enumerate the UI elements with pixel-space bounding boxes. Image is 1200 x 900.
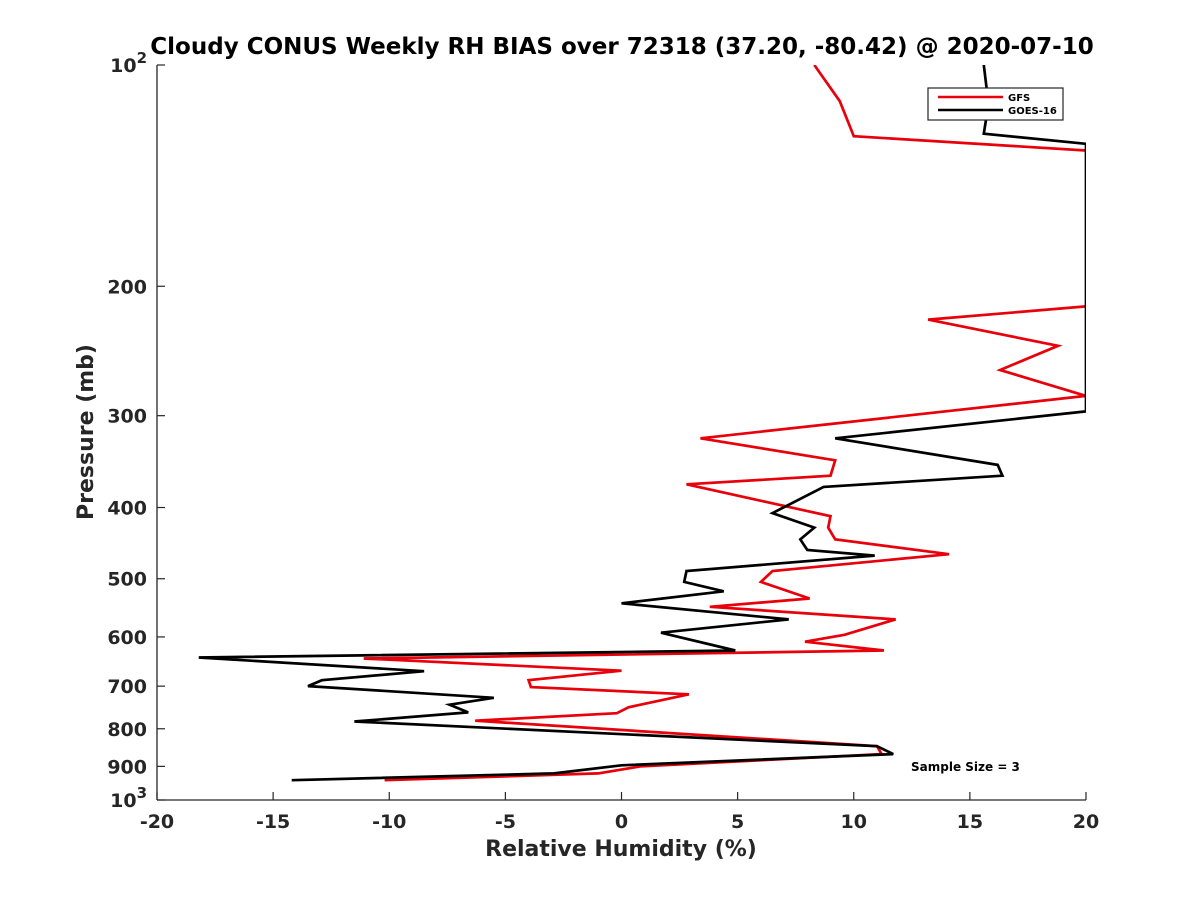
- y-tick-label: 103: [110, 784, 147, 812]
- x-tick-label: 10: [841, 811, 867, 833]
- y-tick-label: 700: [107, 676, 147, 698]
- x-tick-label: 5: [731, 811, 744, 833]
- y-tick-label: 800: [107, 719, 147, 741]
- x-tick-label: 20: [1073, 811, 1099, 833]
- series-line-goes16: [198, 65, 1086, 782]
- x-ticks: -20 -15 -10 -5 0 5 10 15 20: [140, 792, 1099, 833]
- y-tick-label: 400: [107, 498, 147, 520]
- y-tick-label: 300: [107, 406, 147, 428]
- y-tick-label: 102: [110, 49, 147, 77]
- series-line-gfs: [363, 65, 1086, 782]
- legend: GFS GOES-16: [927, 87, 1064, 121]
- y-axis-label: Pressure (mb): [74, 344, 99, 520]
- chart-title: Cloudy CONUS Weekly RH BIAS over 72318 (…: [150, 34, 1093, 60]
- y-tick-label: 900: [107, 756, 147, 778]
- legend-label-gfs: GFS: [1008, 93, 1030, 104]
- sample-size-annotation: Sample Size = 3: [911, 760, 1020, 774]
- legend-box: [927, 87, 1064, 121]
- x-axis-label: Relative Humidity (%): [485, 837, 757, 862]
- x-tick-label: -15: [256, 811, 290, 833]
- x-tick-label: 0: [615, 811, 628, 833]
- x-tick-label: 15: [957, 811, 983, 833]
- y-tick-label: 200: [107, 276, 147, 298]
- y-tick-label: 600: [107, 627, 147, 649]
- series-layer: [198, 65, 1086, 782]
- x-tick-label: -10: [372, 811, 406, 833]
- axes-layer: [156, 65, 1086, 801]
- y-tick-label: 500: [107, 569, 147, 591]
- x-tick-label: -20: [140, 811, 174, 833]
- x-tick-label: -5: [495, 811, 516, 833]
- legend-label-goes16: GOES-16: [1008, 106, 1057, 117]
- y-ticks: 102 200 300 400 500 600 700 800 900 103: [107, 49, 165, 812]
